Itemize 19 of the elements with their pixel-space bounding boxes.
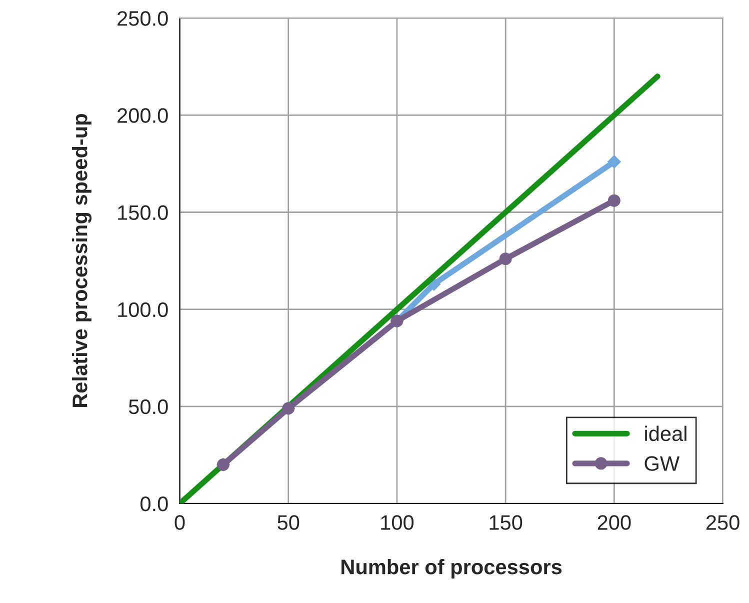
x-tick-label: 50 (278, 515, 300, 530)
x-tick-label: 150 (490, 515, 522, 530)
y-axis-title: Relative processing speed-up (72, 114, 92, 408)
y-tick-label: 100.0 (118, 302, 168, 318)
x-tick-label: 200 (598, 515, 631, 530)
y-tick-label: 50.0 (128, 399, 168, 414)
point (608, 155, 621, 168)
legend-label: ideal (645, 426, 686, 442)
y-tick-label: 250.0 (118, 11, 168, 26)
legend-label: GW (644, 456, 680, 471)
point (608, 194, 620, 207)
x-tick-label: 0 (174, 515, 185, 530)
x-axis-title: Number of processors (342, 559, 562, 578)
y-tick-label: 150.0 (118, 205, 168, 220)
y-tick-label: 0.0 (140, 496, 168, 512)
point (499, 252, 512, 266)
y-tick-label: 200.0 (118, 108, 168, 123)
x-tick-label: 250 (706, 515, 740, 530)
x-tick-label: 100 (381, 515, 414, 530)
